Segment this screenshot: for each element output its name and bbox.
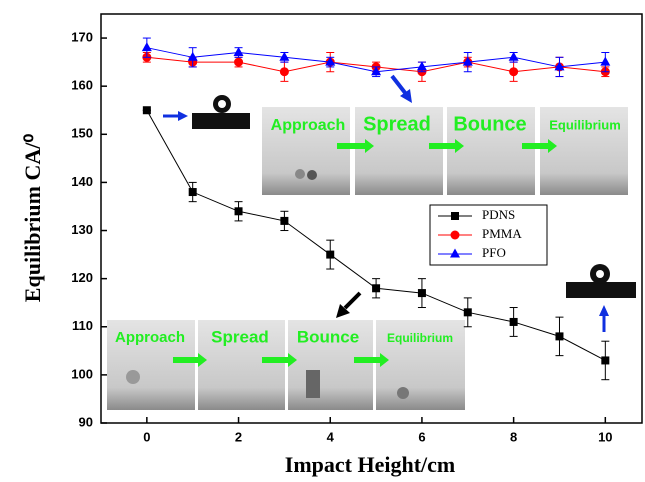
y-tick-label: 100 — [71, 366, 93, 381]
inset-label: Equilibrium — [549, 117, 621, 132]
marker — [555, 332, 564, 341]
photo — [447, 107, 535, 195]
legend-marker — [451, 212, 459, 220]
marker — [509, 317, 518, 326]
y-tick-label: 130 — [71, 222, 93, 237]
marker — [554, 61, 565, 71]
x-tick-label: 8 — [510, 429, 517, 444]
photo — [107, 320, 195, 410]
marker — [509, 67, 519, 77]
marker — [371, 66, 382, 76]
x-tick-label: 10 — [598, 429, 612, 444]
inset-label: Spread — [211, 327, 269, 346]
legend-marker — [450, 248, 460, 258]
marker — [279, 51, 290, 61]
photo — [198, 320, 285, 410]
y-tick-label: 170 — [71, 29, 93, 44]
marker — [280, 216, 289, 225]
marker — [600, 56, 611, 66]
marker — [233, 46, 244, 56]
x-tick-label: 4 — [327, 429, 335, 444]
x-tick-label: 2 — [235, 429, 242, 444]
droplet — [295, 169, 305, 179]
legend-label: PDNS — [482, 207, 515, 222]
inset-label: Equilibrium — [387, 331, 453, 345]
legend-label: PFO — [482, 245, 506, 260]
droplet — [306, 370, 320, 398]
droplet — [397, 387, 409, 399]
photo — [376, 320, 465, 410]
contact-angle-icons — [192, 95, 636, 298]
marker — [279, 67, 289, 77]
photo — [355, 107, 443, 195]
photo — [288, 320, 373, 410]
legend-marker — [450, 230, 460, 240]
x-tick-label: 0 — [143, 429, 150, 444]
marker — [188, 188, 197, 197]
inset-label: Bounce — [453, 113, 526, 135]
series — [142, 106, 610, 381]
inset-label: Spread — [363, 113, 431, 135]
droplet — [126, 370, 140, 384]
droplet — [307, 170, 317, 180]
plot-frame — [100, 13, 643, 424]
marker — [416, 61, 427, 71]
green-arrows — [173, 139, 557, 367]
marker — [141, 42, 152, 52]
legend-label: PMMA — [482, 226, 522, 241]
photo — [262, 107, 350, 195]
y-tick-label: 120 — [71, 270, 93, 285]
inset-photos — [107, 74, 636, 410]
marker — [601, 356, 610, 365]
legend: PDNS PMMA PFO — [429, 204, 548, 266]
inset-label: Approach — [115, 329, 185, 346]
y-tick-label: 150 — [71, 126, 93, 141]
y-tick-label: 160 — [71, 78, 93, 93]
marker — [325, 56, 336, 66]
marker — [508, 51, 519, 61]
pointer-arrows — [163, 74, 609, 332]
marker — [326, 250, 335, 259]
marker — [142, 106, 151, 115]
x-tick-label: 6 — [418, 429, 425, 444]
y-tick-label: 90 — [79, 414, 93, 429]
marker — [417, 289, 426, 298]
marker — [462, 56, 473, 66]
marker — [234, 207, 243, 216]
inset-label: Approach — [271, 117, 346, 134]
marker — [463, 308, 472, 317]
y-tick-label: 140 — [71, 174, 93, 189]
series — [141, 37, 611, 78]
marker — [372, 284, 381, 293]
y-tick-label: 110 — [72, 318, 93, 333]
y-axis-title: Equilibrium CA/⁰ — [20, 134, 45, 303]
marker — [187, 51, 198, 61]
marker — [234, 57, 244, 67]
photo — [540, 107, 628, 195]
inset-label: Bounce — [297, 327, 359, 346]
x-axis-title: Impact Height/cm — [285, 452, 455, 477]
